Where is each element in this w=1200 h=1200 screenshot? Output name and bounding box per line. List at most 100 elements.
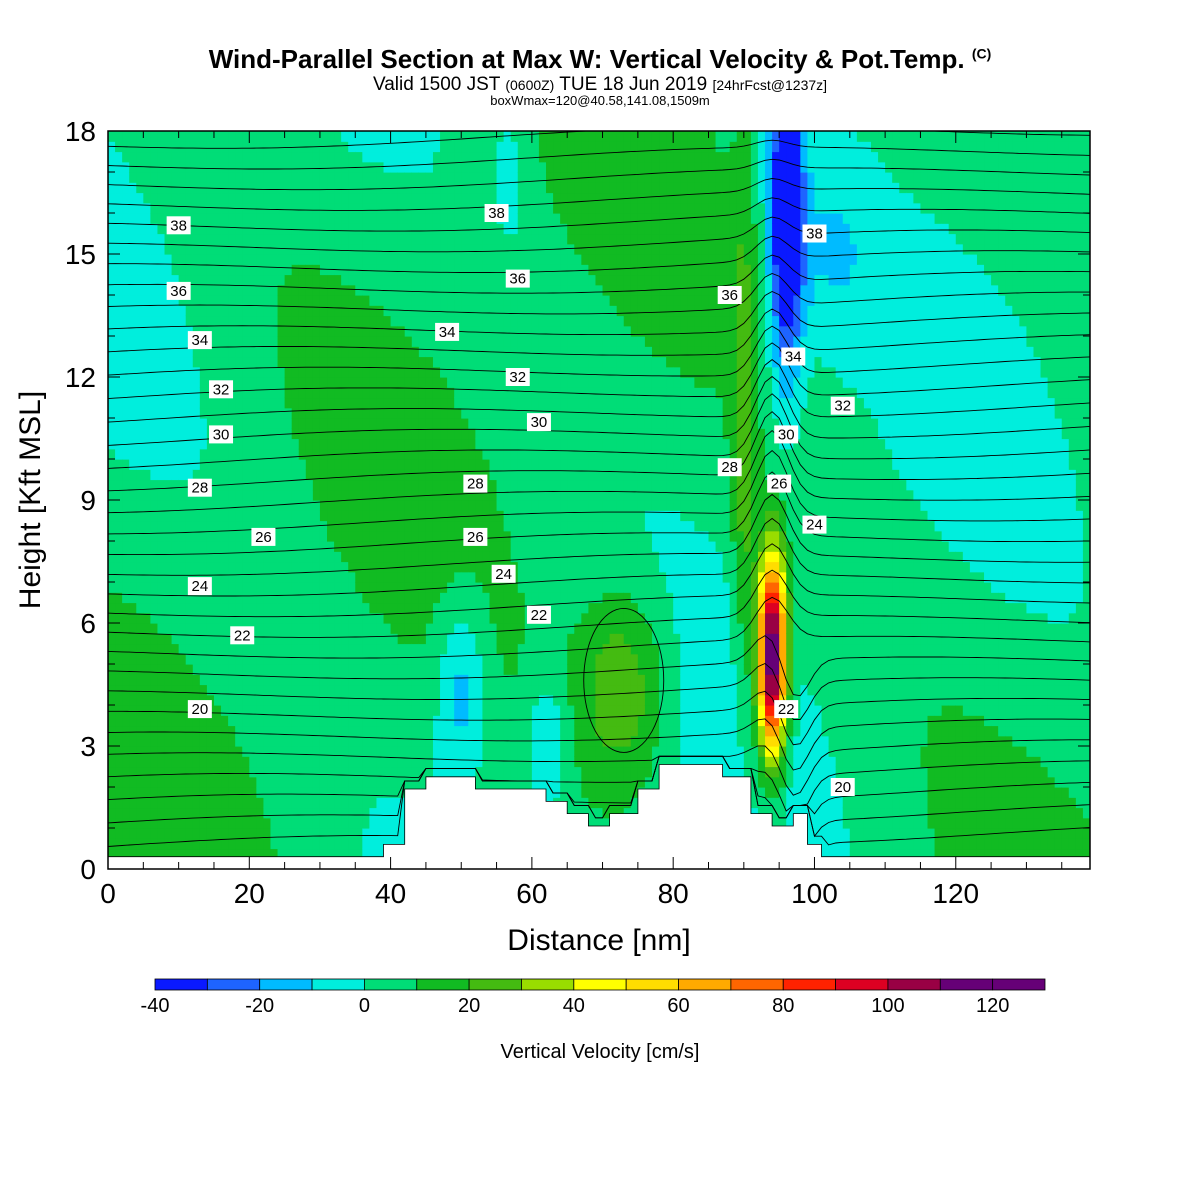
- w-cell: [150, 694, 159, 706]
- w-cell: [150, 520, 159, 532]
- w-cell: [284, 541, 293, 552]
- w-cell: [319, 653, 328, 665]
- w-cell: [108, 807, 116, 819]
- w-cell: [510, 233, 519, 245]
- w-cell: [369, 551, 378, 563]
- w-cell: [411, 141, 420, 153]
- w-cell: [319, 284, 328, 296]
- w-cell: [213, 725, 222, 737]
- w-cell: [284, 623, 293, 634]
- w-cell: [221, 233, 229, 245]
- w-cell: [242, 828, 250, 839]
- w-cell: [291, 366, 300, 378]
- w-cell: [108, 243, 116, 255]
- w-cell: [524, 192, 533, 204]
- w-cell: [115, 161, 123, 173]
- w-cell: [489, 592, 498, 604]
- w-cell: [503, 295, 512, 306]
- w-cell: [122, 510, 130, 522]
- w-cell: [425, 192, 434, 204]
- w-cell: [482, 305, 491, 317]
- w-cell: [538, 131, 547, 142]
- w-cell: [206, 756, 215, 768]
- w-cell: [553, 602, 561, 614]
- w-cell: [560, 438, 568, 450]
- w-cell: [546, 725, 554, 737]
- w-cell: [510, 182, 519, 194]
- w-cell: [454, 428, 462, 440]
- w-cell: [213, 520, 222, 532]
- w-cell: [319, 151, 328, 163]
- w-cell: [369, 735, 378, 747]
- w-cell: [355, 438, 363, 450]
- w-cell: [150, 346, 159, 358]
- w-cell: [390, 541, 399, 552]
- w-cell: [440, 428, 448, 440]
- w-cell: [489, 151, 498, 163]
- w-cell: [425, 551, 434, 563]
- w-cell: [298, 489, 307, 501]
- w-cell: [418, 213, 427, 224]
- w-cell: [588, 387, 597, 399]
- w-cell: [341, 787, 349, 798]
- w-cell: [327, 653, 335, 665]
- w-cell: [531, 448, 540, 460]
- w-cell: [432, 254, 441, 265]
- w-cell: [432, 161, 441, 173]
- w-cell: [567, 213, 575, 224]
- w-cell: [411, 418, 420, 429]
- w-cell: [249, 151, 257, 163]
- w-cell: [298, 336, 307, 347]
- w-cell: [383, 479, 392, 491]
- w-cell: [122, 448, 130, 460]
- w-cell: [581, 182, 590, 194]
- w-cell: [228, 725, 236, 737]
- w-cell: [319, 500, 328, 511]
- w-cell: [312, 202, 321, 214]
- w-cell: [291, 787, 300, 798]
- w-cell: [327, 479, 335, 491]
- w-cell: [298, 284, 307, 296]
- w-cell: [404, 643, 413, 655]
- w-cell: [319, 530, 328, 542]
- w-cell: [341, 254, 349, 265]
- w-cell: [270, 787, 279, 798]
- w-cell: [178, 848, 187, 860]
- w-cell: [157, 715, 166, 727]
- w-cell: [489, 407, 498, 419]
- w-cell: [425, 653, 434, 665]
- w-cell: [256, 694, 265, 706]
- w-cell: [157, 213, 166, 224]
- w-cell: [327, 243, 335, 255]
- w-cell: [362, 592, 370, 604]
- w-cell: [475, 428, 484, 440]
- w-cell: [376, 684, 385, 696]
- w-cell: [122, 541, 130, 552]
- w-cell: [454, 571, 462, 583]
- w-cell: [376, 254, 385, 265]
- w-cell: [129, 817, 137, 829]
- w-cell: [496, 612, 505, 624]
- w-cell: [397, 161, 406, 173]
- w-cell: [199, 551, 208, 563]
- w-cell: [171, 387, 180, 399]
- w-cell: [242, 469, 250, 481]
- w-cell: [312, 664, 321, 675]
- w-cell: [404, 735, 413, 747]
- w-cell: [334, 172, 342, 183]
- w-cell: [546, 551, 554, 563]
- w-cell: [256, 489, 265, 501]
- w-cell: [256, 551, 265, 563]
- w-cell: [510, 715, 519, 727]
- w-cell: [115, 571, 123, 583]
- w-cell: [305, 346, 314, 358]
- w-cell: [454, 674, 462, 686]
- w-cell: [524, 592, 533, 604]
- w-cell: [122, 807, 130, 819]
- w-cell: [221, 766, 229, 778]
- w-cell: [376, 520, 385, 532]
- w-cell: [560, 274, 568, 286]
- w-cell: [418, 202, 427, 214]
- w-cell: [319, 377, 328, 388]
- w-cell: [305, 664, 314, 675]
